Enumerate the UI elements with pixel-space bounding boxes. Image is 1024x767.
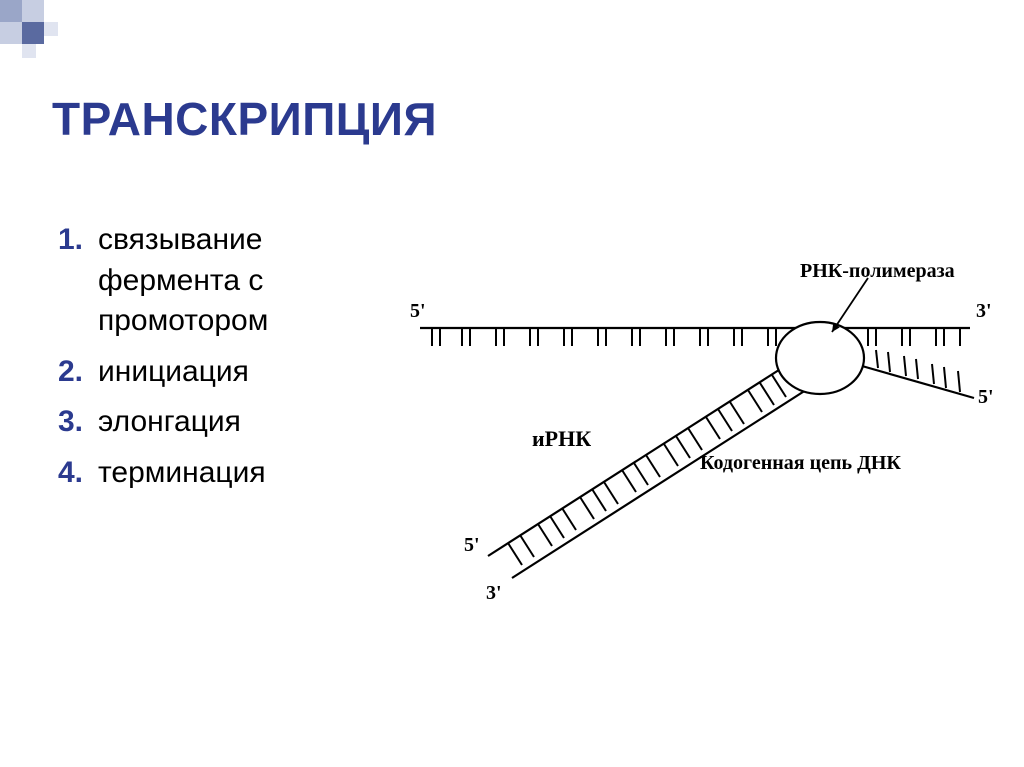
list-item-number: 1. xyxy=(52,220,98,261)
deco-square xyxy=(22,0,44,22)
list-item-text: элонгация xyxy=(98,402,241,443)
label-5-prime-right: 5' xyxy=(978,386,994,409)
list-item-text: инициация xyxy=(98,352,249,393)
list-item-number: 3. xyxy=(52,402,98,443)
deco-square xyxy=(22,22,44,44)
diagram-svg xyxy=(400,260,1000,620)
page-title: ТРАНСКРИПЦИЯ xyxy=(52,92,437,146)
list-item: 4.терминация xyxy=(52,453,392,494)
deco-square xyxy=(0,22,22,44)
transcription-diagram: РНК-полимераза 5' 3' 5' 5' 3' иРНК Кодогенная ц… xyxy=(400,260,1000,620)
label-3-prime-branch: 3' xyxy=(486,582,502,605)
list-item: 3.элонгация xyxy=(52,402,392,443)
label-rna-polymerase: РНК-полимераза xyxy=(800,260,955,283)
deco-square xyxy=(0,0,22,22)
steps-list: 1.связывание фермента с промотором2.иниц… xyxy=(52,220,392,503)
list-item: 1.связывание фермента с промотором xyxy=(52,220,392,342)
label-5-prime-branch: 5' xyxy=(464,534,480,557)
label-mrna: иРНК xyxy=(532,426,591,452)
deco-square xyxy=(22,44,36,58)
label-3-prime-top-right: 3' xyxy=(976,300,992,323)
list-item-text: терминация xyxy=(98,453,266,494)
label-5-prime-top-left: 5' xyxy=(410,300,426,323)
list-item-number: 2. xyxy=(52,352,98,393)
label-coding-strand: Кодогенная цепь ДНК xyxy=(700,452,901,475)
list-item: 2.инициация xyxy=(52,352,392,393)
list-item-number: 4. xyxy=(52,453,98,494)
corner-decoration xyxy=(0,0,80,80)
list-item-text: связывание фермента с промотором xyxy=(98,220,392,342)
deco-square xyxy=(44,22,58,36)
